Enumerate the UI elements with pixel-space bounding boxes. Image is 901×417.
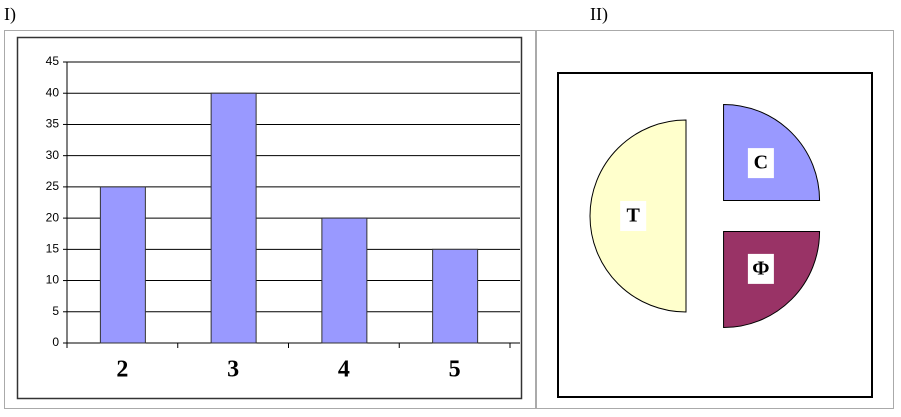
label-box — [747, 148, 774, 179]
panel-frame — [536, 30, 894, 409]
chart-title: II) — [590, 4, 608, 25]
bar — [432, 248, 479, 344]
x-tick-label: 4 — [338, 357, 350, 383]
y-tick-label: 25 — [46, 179, 60, 193]
y-tick-label: 30 — [46, 148, 60, 162]
panel-frame — [4, 30, 536, 409]
slice-label: С — [754, 152, 768, 174]
slice-label: Ф — [752, 257, 769, 279]
y-tick-label: 0 — [52, 335, 59, 349]
label-box — [747, 253, 774, 284]
y-tick-label: 5 — [52, 304, 59, 318]
slice-label: Т — [627, 205, 641, 227]
bar — [210, 92, 257, 344]
y-tick-label: 45 — [46, 54, 60, 68]
chart-title: I) — [4, 4, 16, 25]
y-tick-label: 40 — [46, 85, 60, 99]
y-tick-label: 35 — [46, 117, 60, 131]
y-tick-label: 15 — [46, 242, 60, 256]
bar — [321, 217, 368, 344]
y-tick-label: 20 — [46, 210, 60, 224]
x-tick-label: 3 — [227, 357, 239, 383]
x-tick-label: 5 — [449, 357, 461, 383]
bar — [99, 186, 146, 344]
y-tick-label: 10 — [46, 273, 60, 287]
x-tick-label: 2 — [116, 357, 128, 383]
label-box — [620, 201, 647, 231]
